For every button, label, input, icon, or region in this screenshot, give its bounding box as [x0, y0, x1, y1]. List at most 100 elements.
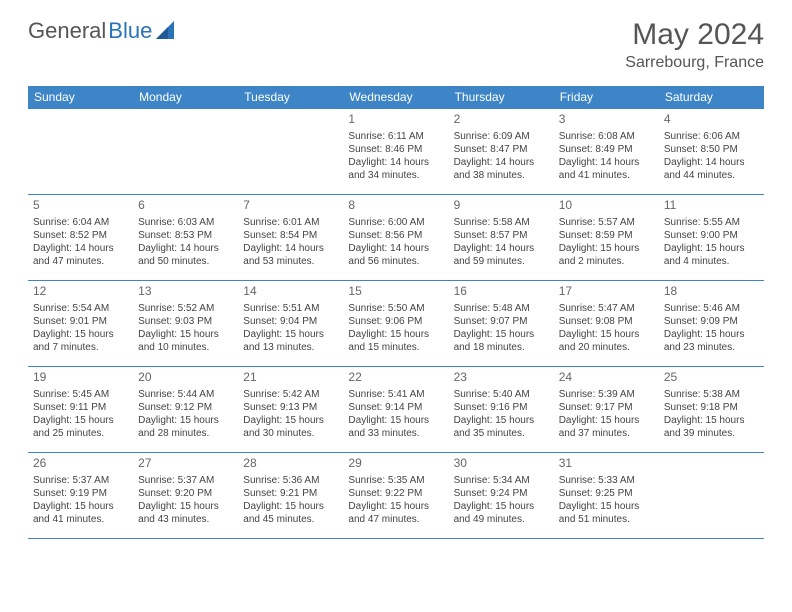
day-number: 16: [454, 284, 549, 300]
calendar-day-cell: 18Sunrise: 5:46 AMSunset: 9:09 PMDayligh…: [659, 281, 764, 367]
calendar-day-cell: 11Sunrise: 5:55 AMSunset: 9:00 PMDayligh…: [659, 195, 764, 281]
daylight-text: and 7 minutes.: [33, 341, 128, 354]
day-number: 6: [138, 198, 233, 214]
day-number: 14: [243, 284, 338, 300]
day-number: 18: [664, 284, 759, 300]
daylight-text: and 35 minutes.: [454, 427, 549, 440]
sunrise-text: Sunrise: 5:41 AM: [348, 388, 443, 401]
daylight-text: and 56 minutes.: [348, 255, 443, 268]
sunset-text: Sunset: 8:49 PM: [559, 143, 654, 156]
calendar-day-cell: 17Sunrise: 5:47 AMSunset: 9:08 PMDayligh…: [554, 281, 659, 367]
sunset-text: Sunset: 9:00 PM: [664, 229, 759, 242]
location-label: Sarrebourg, France: [625, 54, 764, 72]
daylight-text: and 50 minutes.: [138, 255, 233, 268]
sunrise-text: Sunrise: 5:40 AM: [454, 388, 549, 401]
day-number: 19: [33, 370, 128, 386]
daylight-text: Daylight: 15 hours: [243, 500, 338, 513]
sunrise-text: Sunrise: 5:36 AM: [243, 474, 338, 487]
daylight-text: Daylight: 15 hours: [243, 414, 338, 427]
daylight-text: Daylight: 14 hours: [664, 156, 759, 169]
daylight-text: Daylight: 15 hours: [33, 328, 128, 341]
calendar-week-row: 26Sunrise: 5:37 AMSunset: 9:19 PMDayligh…: [28, 453, 764, 539]
brand-logo: GeneralBlue: [28, 18, 178, 44]
day-number: 28: [243, 456, 338, 472]
calendar-day-cell: 15Sunrise: 5:50 AMSunset: 9:06 PMDayligh…: [343, 281, 448, 367]
sunset-text: Sunset: 9:04 PM: [243, 315, 338, 328]
day-number: 21: [243, 370, 338, 386]
sunrise-text: Sunrise: 5:55 AM: [664, 216, 759, 229]
daylight-text: and 41 minutes.: [559, 169, 654, 182]
day-number: 23: [454, 370, 549, 386]
daylight-text: Daylight: 15 hours: [243, 328, 338, 341]
daylight-text: and 41 minutes.: [33, 513, 128, 526]
calendar-week-row: 12Sunrise: 5:54 AMSunset: 9:01 PMDayligh…: [28, 281, 764, 367]
daylight-text: and 51 minutes.: [559, 513, 654, 526]
daylight-text: and 49 minutes.: [454, 513, 549, 526]
daylight-text: and 59 minutes.: [454, 255, 549, 268]
sunrise-text: Sunrise: 5:39 AM: [559, 388, 654, 401]
day-number: 4: [664, 112, 759, 128]
daylight-text: and 34 minutes.: [348, 169, 443, 182]
daylight-text: Daylight: 14 hours: [559, 156, 654, 169]
sunrise-text: Sunrise: 5:47 AM: [559, 302, 654, 315]
sunrise-text: Sunrise: 5:58 AM: [454, 216, 549, 229]
sunset-text: Sunset: 8:46 PM: [348, 143, 443, 156]
day-number: 7: [243, 198, 338, 214]
calendar-day-cell: 25Sunrise: 5:38 AMSunset: 9:18 PMDayligh…: [659, 367, 764, 453]
sunrise-text: Sunrise: 6:11 AM: [348, 130, 443, 143]
sunrise-text: Sunrise: 5:52 AM: [138, 302, 233, 315]
sunset-text: Sunset: 9:12 PM: [138, 401, 233, 414]
weekday-header: Saturday: [659, 86, 764, 109]
sunset-text: Sunset: 9:01 PM: [33, 315, 128, 328]
day-number: 20: [138, 370, 233, 386]
daylight-text: and 47 minutes.: [33, 255, 128, 268]
day-number: 13: [138, 284, 233, 300]
sunset-text: Sunset: 9:13 PM: [243, 401, 338, 414]
title-block: May 2024 Sarrebourg, France: [625, 18, 764, 72]
day-number: 5: [33, 198, 128, 214]
calendar-day-cell: 2Sunrise: 6:09 AMSunset: 8:47 PMDaylight…: [449, 109, 554, 195]
sunrise-text: Sunrise: 5:57 AM: [559, 216, 654, 229]
daylight-text: and 15 minutes.: [348, 341, 443, 354]
calendar-day-cell: 26Sunrise: 5:37 AMSunset: 9:19 PMDayligh…: [28, 453, 133, 539]
sunrise-text: Sunrise: 5:37 AM: [138, 474, 233, 487]
daylight-text: Daylight: 15 hours: [664, 242, 759, 255]
calendar-day-cell: 12Sunrise: 5:54 AMSunset: 9:01 PMDayligh…: [28, 281, 133, 367]
day-number: 10: [559, 198, 654, 214]
daylight-text: Daylight: 15 hours: [138, 328, 233, 341]
daylight-text: Daylight: 15 hours: [664, 414, 759, 427]
sunrise-text: Sunrise: 5:48 AM: [454, 302, 549, 315]
sunset-text: Sunset: 9:18 PM: [664, 401, 759, 414]
calendar-day-cell: 7Sunrise: 6:01 AMSunset: 8:54 PMDaylight…: [238, 195, 343, 281]
calendar-body: 1Sunrise: 6:11 AMSunset: 8:46 PMDaylight…: [28, 109, 764, 539]
sunrise-text: Sunrise: 5:37 AM: [33, 474, 128, 487]
calendar-day-cell: 22Sunrise: 5:41 AMSunset: 9:14 PMDayligh…: [343, 367, 448, 453]
daylight-text: Daylight: 14 hours: [348, 156, 443, 169]
month-title: May 2024: [625, 18, 764, 52]
daylight-text: Daylight: 15 hours: [559, 242, 654, 255]
calendar-day-cell: 30Sunrise: 5:34 AMSunset: 9:24 PMDayligh…: [449, 453, 554, 539]
sunset-text: Sunset: 9:03 PM: [138, 315, 233, 328]
brand-word-2: Blue: [108, 18, 152, 44]
weekday-header: Friday: [554, 86, 659, 109]
page-header: GeneralBlue May 2024 Sarrebourg, France: [28, 18, 764, 72]
day-number: 9: [454, 198, 549, 214]
sunset-text: Sunset: 8:50 PM: [664, 143, 759, 156]
calendar-day-cell: 14Sunrise: 5:51 AMSunset: 9:04 PMDayligh…: [238, 281, 343, 367]
calendar-day-cell: 19Sunrise: 5:45 AMSunset: 9:11 PMDayligh…: [28, 367, 133, 453]
sunset-text: Sunset: 8:53 PM: [138, 229, 233, 242]
sunrise-text: Sunrise: 5:35 AM: [348, 474, 443, 487]
daylight-text: Daylight: 15 hours: [454, 414, 549, 427]
sunset-text: Sunset: 8:56 PM: [348, 229, 443, 242]
daylight-text: and 33 minutes.: [348, 427, 443, 440]
daylight-text: Daylight: 15 hours: [348, 500, 443, 513]
daylight-text: Daylight: 14 hours: [138, 242, 233, 255]
calendar-day-cell: 28Sunrise: 5:36 AMSunset: 9:21 PMDayligh…: [238, 453, 343, 539]
sunrise-text: Sunrise: 5:33 AM: [559, 474, 654, 487]
daylight-text: and 47 minutes.: [348, 513, 443, 526]
day-number: 1: [348, 112, 443, 128]
sunset-text: Sunset: 9:08 PM: [559, 315, 654, 328]
daylight-text: and 4 minutes.: [664, 255, 759, 268]
brand-word-1: General: [28, 18, 106, 44]
calendar-day-cell: [659, 453, 764, 539]
